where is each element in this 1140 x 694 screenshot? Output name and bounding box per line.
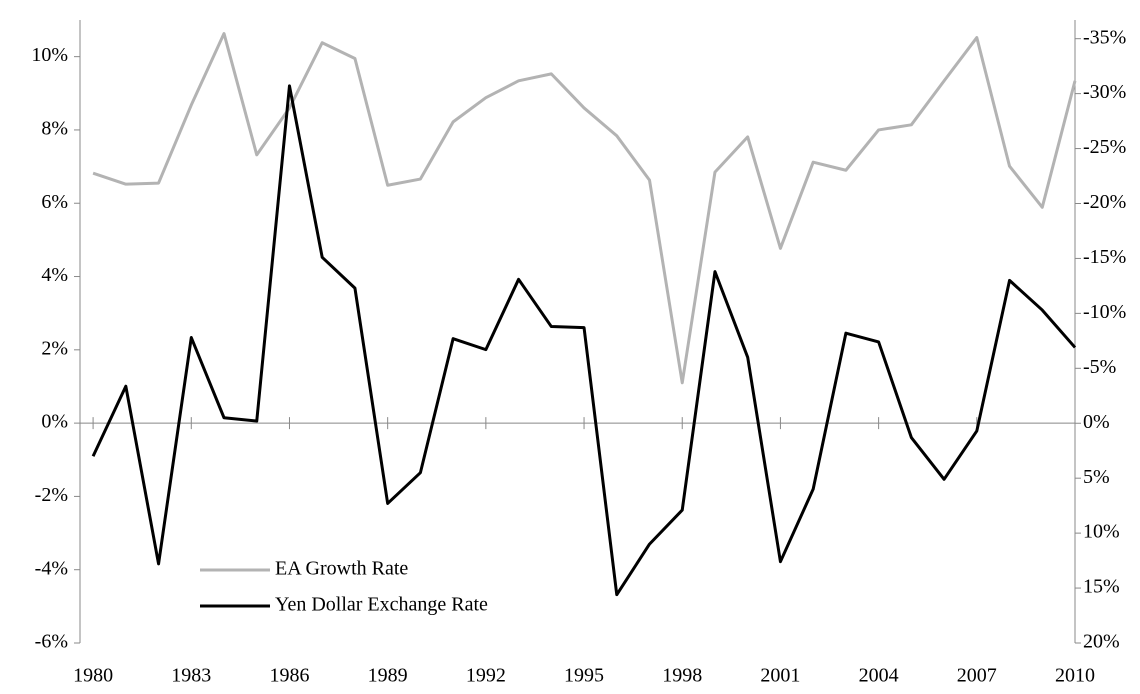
y-tick-label: 2% — [41, 337, 68, 359]
y2-tick-label: -5% — [1083, 356, 1116, 378]
x-tick-label: 2010 — [1055, 665, 1095, 687]
y-tick-label: 4% — [41, 264, 68, 286]
y2-tick-label: 5% — [1083, 466, 1110, 488]
y2-tick-label: -25% — [1083, 136, 1126, 158]
y2-tick-label: -10% — [1083, 301, 1126, 323]
y-tick-label: 0% — [41, 411, 68, 433]
y2-tick-label: -15% — [1083, 246, 1126, 268]
y2-tick-label: -20% — [1083, 191, 1126, 213]
x-tick-label: 1998 — [662, 665, 702, 687]
y-tick-label: -6% — [35, 631, 68, 653]
x-tick-label: 2004 — [859, 665, 899, 687]
x-tick-label: 1983 — [171, 665, 211, 687]
x-tick-label: 2007 — [957, 665, 997, 687]
x-tick-label: 1995 — [564, 665, 604, 687]
y-tick-label: 10% — [31, 44, 68, 66]
legend-label: Yen Dollar Exchange Rate — [275, 594, 488, 616]
x-tick-label: 1980 — [73, 665, 113, 687]
series-line — [92, 32, 1077, 385]
y2-tick-label: 10% — [1083, 521, 1120, 543]
x-tick-label: 1989 — [368, 665, 408, 687]
y2-tick-label: 0% — [1083, 411, 1110, 433]
y-tick-label: 8% — [41, 118, 68, 140]
x-tick-label: 2001 — [760, 665, 800, 687]
y2-tick-label: -30% — [1083, 81, 1126, 103]
y2-tick-label: 15% — [1083, 576, 1120, 598]
series-line — [91, 84, 1077, 597]
legend-label: EA Growth Rate — [275, 558, 408, 580]
x-tick-label: 1986 — [269, 665, 309, 687]
y2-tick-label: -35% — [1083, 26, 1126, 48]
y-tick-label: 6% — [41, 191, 68, 213]
y2-tick-label: 20% — [1083, 631, 1120, 653]
y-tick-label: -4% — [35, 557, 68, 579]
x-tick-label: 1992 — [466, 665, 506, 687]
y-tick-label: -2% — [35, 484, 68, 506]
